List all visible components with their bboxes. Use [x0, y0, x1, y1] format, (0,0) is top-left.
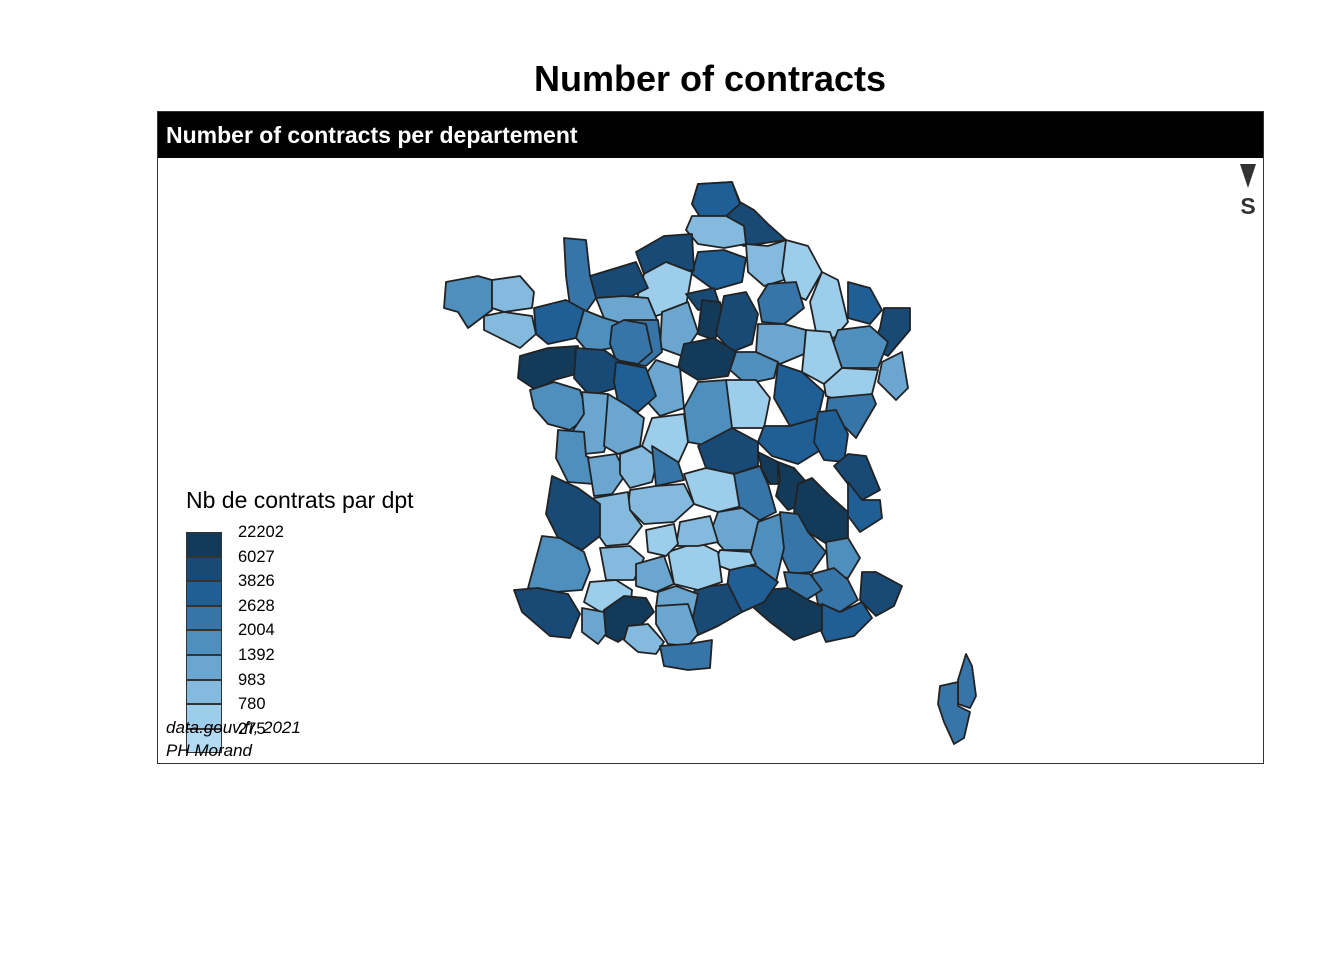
region-haute-corse [957, 653, 977, 709]
region-haute-vienne [619, 445, 659, 489]
legend-swatch [186, 679, 222, 705]
region-finistere [443, 275, 493, 329]
region-haute-garonne [603, 595, 655, 643]
legend-label: 275 [238, 719, 266, 738]
region-hautes-pyrenees [581, 607, 607, 645]
legend-label: 780 [238, 695, 266, 714]
region-correze [627, 483, 695, 525]
region-morbihan [483, 311, 537, 349]
region-rhone [757, 451, 779, 485]
region-lot [645, 523, 679, 557]
region-gironde [545, 475, 601, 551]
region-savoie [847, 481, 883, 533]
credits-author: PH Morand [166, 741, 252, 760]
legend-item: 1392 [186, 646, 414, 680]
legend-items: 22202 6027 3826 2628 2004 1392 983 780 2… [186, 523, 414, 754]
legend-item: 22202 [186, 523, 414, 557]
legend-label: 1392 [238, 645, 275, 664]
region-moselle [847, 281, 883, 325]
region-marne [757, 281, 805, 325]
legend-swatch [186, 728, 222, 754]
region-tarn-et-garonne [635, 555, 675, 593]
legend-item: 983 [186, 671, 414, 705]
legend-item: 2628 [186, 597, 414, 631]
legend-swatch [186, 532, 222, 557]
region-yonne [729, 351, 779, 385]
legend-item: 3826 [186, 572, 414, 606]
region-ariege [623, 623, 665, 655]
region-meuse [809, 271, 849, 339]
credits: data.gouv.fr, 2021 PH Morand [166, 716, 301, 762]
region-bouches-du-rhone [753, 587, 823, 641]
region-charente [587, 453, 627, 497]
region-haut-rhin [877, 351, 909, 401]
legend-item: 2004 [186, 621, 414, 655]
region-creuse [651, 445, 685, 487]
legend-swatch [186, 654, 222, 680]
credits-source: data.gouv.fr, 2021 [166, 718, 301, 737]
legend-item: 275 [186, 720, 414, 754]
legend-label: 22202 [238, 523, 284, 541]
legend-item: 780 [186, 695, 414, 729]
legend-swatch [186, 605, 222, 631]
map-frame: Number of contracts per departement [157, 111, 1264, 764]
legend-swatch [186, 630, 222, 655]
region-somme [685, 215, 747, 249]
legend-swatch [186, 581, 222, 606]
compass-label: S [1240, 193, 1256, 219]
region-aveyron [667, 541, 723, 591]
main-title: Number of contracts [533, 58, 887, 99]
panel-header: Number of contracts per departement [158, 112, 1263, 158]
region-manche [563, 237, 597, 313]
panel-title: Number of contracts per departement [166, 122, 578, 148]
legend-label: 2004 [238, 621, 275, 640]
legend-swatch [186, 704, 222, 729]
legend-label: 2628 [238, 596, 275, 615]
region-oise [691, 249, 747, 291]
legend-title: Nb de contrats par dpt [186, 487, 414, 513]
legend-label: 3826 [238, 572, 275, 591]
legend-item: 6027 [186, 548, 414, 582]
legend: Nb de contrats par dpt 22202 6027 3826 2… [186, 487, 414, 754]
legend-swatch [186, 556, 222, 582]
map-canvas [443, 181, 977, 745]
region-saone-et-loire [757, 417, 825, 465]
region-aisne [745, 239, 787, 287]
north-arrow-icon [1240, 164, 1256, 188]
region-seine-et-marne [715, 291, 759, 353]
region-cantal [675, 515, 719, 547]
legend-label: 983 [238, 670, 266, 689]
region-pyrenees-atlantiques [513, 587, 581, 639]
legend-label: 6027 [238, 547, 275, 566]
compass: S [1236, 164, 1260, 220]
region-cotes-d-armor [491, 275, 535, 313]
region-loire-atlantique [517, 345, 579, 391]
region-corse-du-sud [937, 681, 971, 745]
region-pyrenees-orientales [659, 639, 713, 671]
region-sarthe [609, 319, 653, 365]
region-indre-et-loire [613, 361, 657, 413]
region-alpes-maritimes [859, 571, 903, 617]
